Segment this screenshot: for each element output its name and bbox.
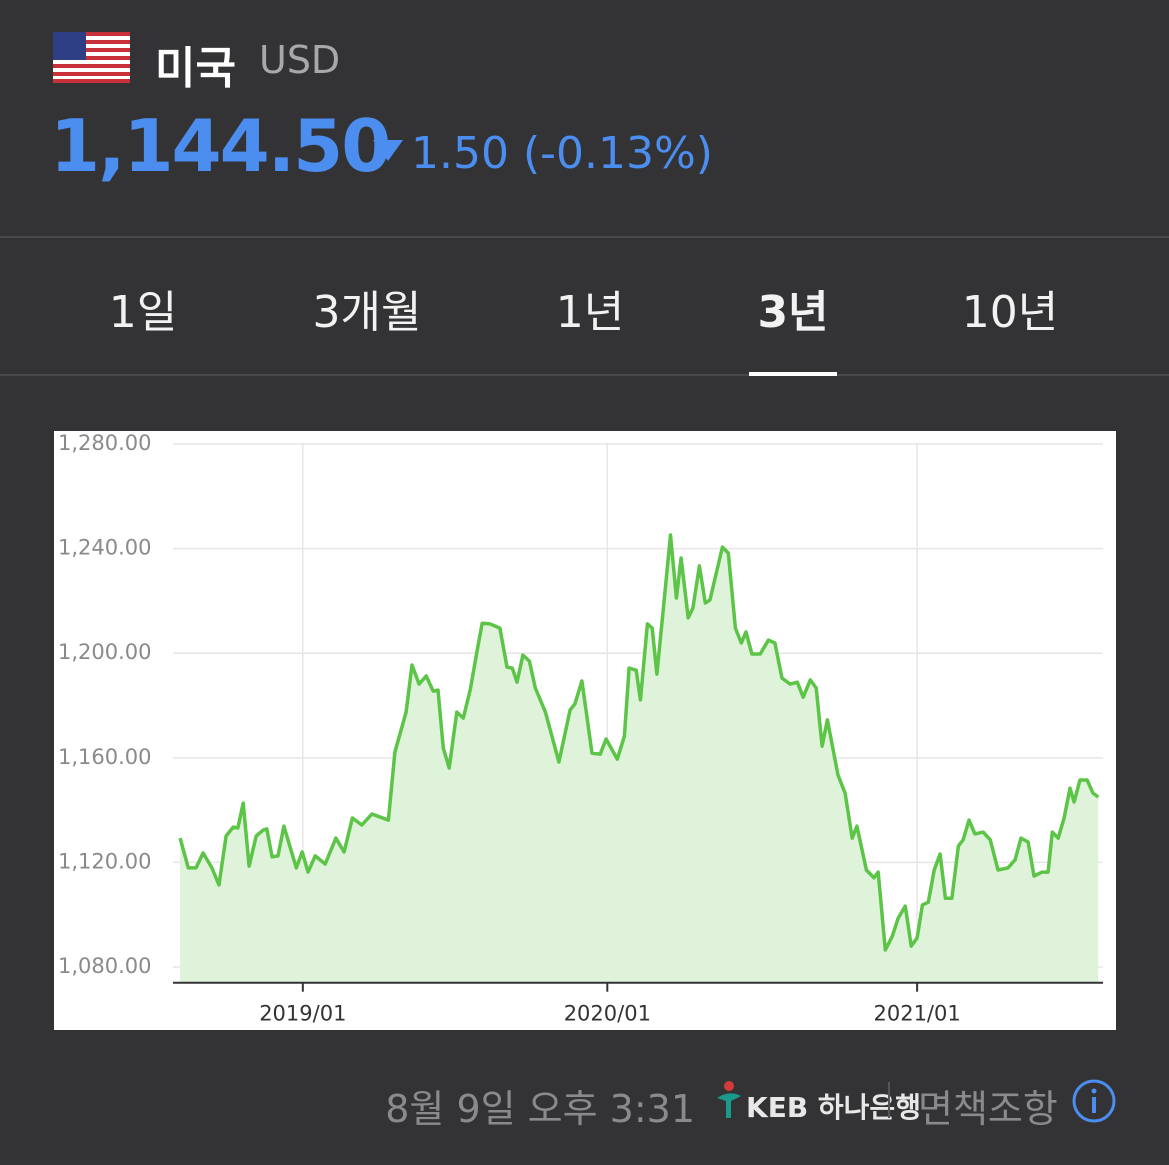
provider-logo bbox=[717, 1081, 741, 1118]
us-flag bbox=[53, 32, 130, 83]
y-tick-label: 1,240.00 bbox=[58, 536, 152, 560]
x-tick-label: 2020/01 bbox=[564, 1002, 651, 1026]
tab[interactable]: 3개월 bbox=[312, 287, 422, 338]
info-icon[interactable] bbox=[1071, 1078, 1117, 1124]
tab[interactable]: 1일 bbox=[108, 287, 178, 338]
tab[interactable]: 1년 bbox=[555, 287, 625, 338]
timestamp: 8월 9일 오후 3:31 bbox=[385, 1087, 695, 1131]
change: 1.50 (-0.13%) bbox=[411, 128, 713, 179]
line bbox=[178, 533, 1100, 952]
divider bbox=[0, 236, 1169, 238]
tab[interactable]: 10년 bbox=[961, 287, 1059, 338]
y-tick-label: 1,160.00 bbox=[58, 745, 152, 769]
provider: KEB 하나은행 bbox=[746, 1091, 921, 1124]
x-tick-label: 2019/01 bbox=[259, 1002, 346, 1026]
country: 미국 bbox=[155, 43, 236, 94]
x-tick-label: 2021/01 bbox=[873, 1002, 960, 1026]
tab[interactable]: 3년 bbox=[757, 287, 829, 338]
price: 1,144.50 bbox=[50, 104, 391, 188]
y-tick-label: 1,080.00 bbox=[58, 954, 152, 978]
divider bbox=[0, 374, 1169, 376]
currency: USD bbox=[259, 38, 341, 82]
y-tick-label: 1,280.00 bbox=[58, 431, 152, 455]
chart: 1,080.00 1,120.00 1,160.00 1,200.00 1,240.00… bbox=[54, 431, 1116, 1030]
disclaimer[interactable]: 면책조항 bbox=[918, 1087, 1058, 1131]
tab-underline bbox=[749, 372, 837, 376]
y-tick-label: 1,120.00 bbox=[58, 849, 152, 873]
area bbox=[180, 535, 1099, 983]
y-tick-label: 1,200.00 bbox=[58, 640, 152, 664]
separator bbox=[888, 1082, 890, 1118]
down-arrow bbox=[373, 140, 403, 161]
